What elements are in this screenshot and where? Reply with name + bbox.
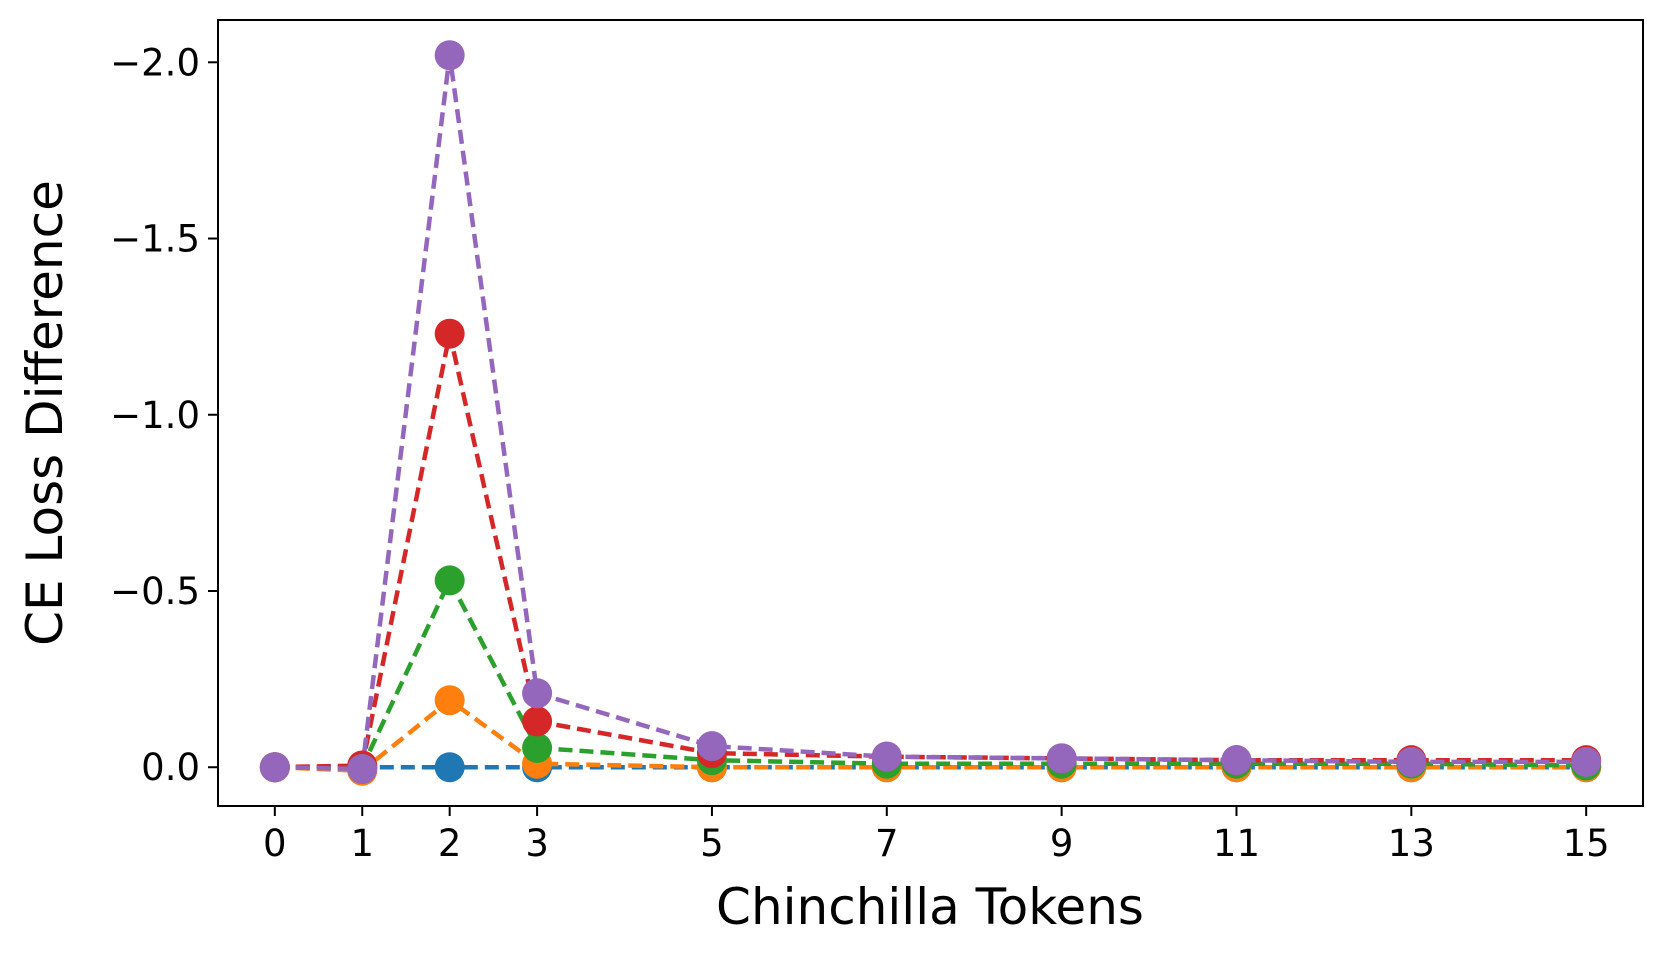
series-5-point [1571,746,1602,777]
series-4-point [434,318,465,349]
series-3-point [522,732,553,763]
x-tick-label: 13 [1388,822,1435,865]
series-5-point [696,731,727,762]
x-tick-label: 0 [263,822,287,865]
series-5-point [522,678,553,709]
series-3-line [274,575,1587,770]
series-1-point [434,752,465,783]
series-5-line [274,54,1587,772]
x-tick-label: 3 [525,822,549,865]
y-tick-label: −1.0 [110,394,200,437]
series-markers [259,40,1602,786]
series-2-line [274,697,1587,774]
plot-frame [217,19,1644,807]
series-5-point [1396,746,1427,777]
x-tick-label: 2 [438,822,462,865]
series-4-point [522,706,553,737]
series-3-point [434,565,465,596]
series-lines [274,54,1587,774]
series-5-point [871,741,902,772]
x-tick-label: 1 [350,822,374,865]
x-tick-label: 9 [1050,822,1074,865]
y-axis-ticks: −2.0 −1.5 −1.0 −0.5 0.0 [110,41,218,789]
series-5-point [259,752,290,783]
x-tick-label: 7 [875,822,899,865]
series-2-point [434,685,465,716]
x-tick-label: 5 [700,822,724,865]
series-5-point [347,753,378,784]
y-tick-label: −0.5 [110,570,200,613]
x-axis-ticks: 0 1 2 3 5 7 9 11 13 15 [263,806,1610,865]
series-5-point [434,40,465,71]
series-5-point [1221,745,1252,776]
series-4-line [274,333,1587,770]
y-tick-label: −2.0 [110,41,200,84]
x-tick-label: 11 [1213,822,1260,865]
x-axis-label: Chinchilla Tokens [716,878,1144,936]
y-tick-label: −1.5 [110,218,200,261]
x-tick-label: 15 [1563,822,1610,865]
y-axis-label: CE Loss Difference [16,180,74,646]
series-5-point [1046,743,1077,774]
y-tick-label: 0.0 [141,746,200,789]
